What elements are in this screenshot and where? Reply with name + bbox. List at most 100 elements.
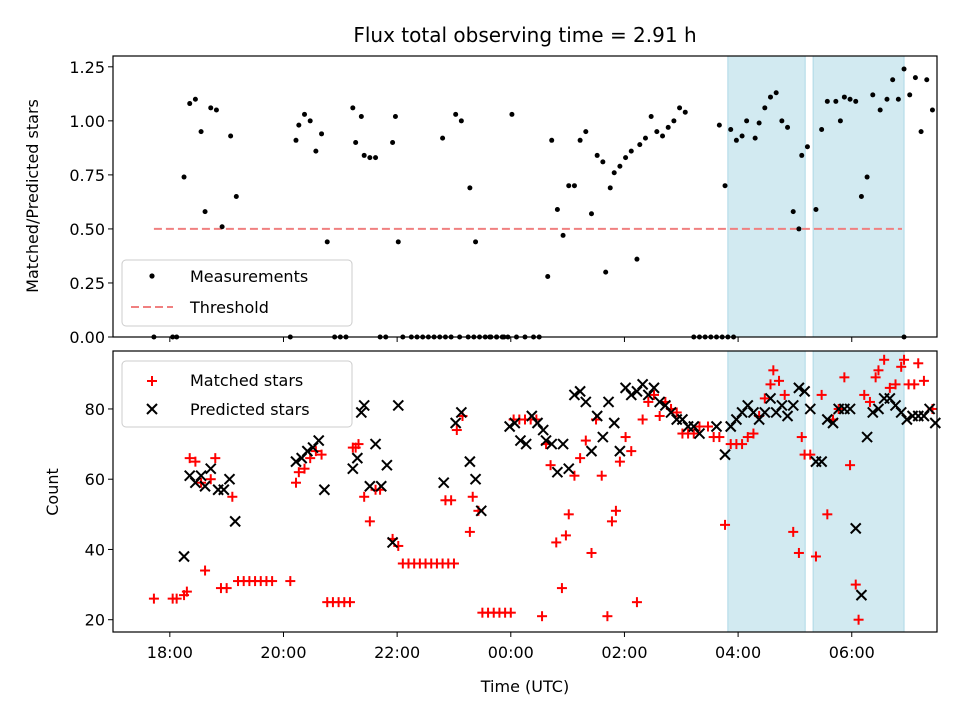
top-ylabel: Matched/Predicted stars xyxy=(23,99,42,293)
measurement-point xyxy=(634,256,640,262)
measurement-point xyxy=(228,133,234,139)
measurement-point xyxy=(677,105,683,111)
measurement-point xyxy=(440,135,446,141)
matched-star-point xyxy=(759,393,770,404)
matched-star-point xyxy=(446,495,457,506)
predicted-star-point xyxy=(551,466,564,478)
measurement-point xyxy=(453,111,459,117)
measurement-point xyxy=(373,155,379,161)
matched-star-point xyxy=(688,428,699,439)
matched-star-point xyxy=(648,389,659,400)
matched-star-point xyxy=(464,526,475,537)
matched-star-point xyxy=(626,446,637,457)
measurement-point xyxy=(819,126,825,132)
matched-star-point xyxy=(467,491,478,502)
x-tick-label: 22:00 xyxy=(374,643,420,662)
measurement-point xyxy=(841,94,847,100)
predicted-star-point xyxy=(625,389,637,401)
predicted-star-point xyxy=(608,417,620,429)
measurement-point xyxy=(583,129,589,135)
matched-star-point xyxy=(714,432,725,443)
matched-star-point xyxy=(569,470,580,481)
measurement-point xyxy=(929,107,935,113)
matched-star-point xyxy=(596,470,607,481)
measurement-point xyxy=(560,232,566,238)
predicted-star-point xyxy=(464,455,476,468)
matched-star-point xyxy=(184,453,195,464)
predicted-star-point xyxy=(318,484,331,496)
measurement-point xyxy=(571,183,577,189)
predicted-star-point xyxy=(597,431,609,443)
y-tick-label: 60 xyxy=(85,470,105,489)
predicted-star-point xyxy=(301,445,314,457)
measurement-point xyxy=(395,239,401,245)
x-tick-label: 06:00 xyxy=(829,643,875,662)
matched-star-point xyxy=(221,583,232,594)
matched-star-point xyxy=(267,576,278,587)
legend-matched-label: Matched stars xyxy=(190,371,303,390)
matched-star-point xyxy=(563,509,574,520)
measurement-point xyxy=(912,75,918,81)
legend-threshold-label: Threshold xyxy=(189,298,269,317)
matched-star-point xyxy=(614,456,625,467)
legend-measurements-marker xyxy=(149,273,155,279)
predicted-star-point xyxy=(764,392,777,405)
predicted-star-point xyxy=(386,536,399,549)
matched-star-point xyxy=(290,477,301,488)
matched-star-point xyxy=(227,491,238,502)
matched-star-point xyxy=(631,597,642,608)
measurement-point xyxy=(907,92,913,98)
matched-star-point xyxy=(148,593,159,604)
measurement-point xyxy=(833,98,839,104)
matched-star-point xyxy=(556,583,567,594)
predicted-star-point xyxy=(546,438,558,450)
matched-star-point xyxy=(890,379,901,390)
matched-star-point xyxy=(299,463,310,474)
measurement-point xyxy=(545,273,551,279)
measurement-point xyxy=(767,94,773,100)
matched-star-point xyxy=(359,491,370,502)
predicted-star-point xyxy=(574,385,586,398)
highlight-span xyxy=(812,350,905,633)
matched-star-point xyxy=(353,439,364,450)
predicted-star-point xyxy=(636,378,649,391)
measurement-point xyxy=(390,139,396,145)
y-tick-label: 0.75 xyxy=(69,166,105,185)
predicted-star-point xyxy=(815,455,828,468)
predicted-star-point xyxy=(537,424,549,436)
bottom-panel-frame xyxy=(112,350,938,633)
y-tick-label: 0.25 xyxy=(69,274,105,293)
y-tick-label: 1.00 xyxy=(69,112,105,131)
measurement-point xyxy=(648,114,654,120)
predicted-star-point xyxy=(455,406,468,419)
matched-star-point xyxy=(859,389,870,400)
measurement-point xyxy=(319,131,325,137)
predicted-star-point xyxy=(591,410,603,422)
matched-star-point xyxy=(671,407,682,418)
matched-star-point xyxy=(748,428,759,439)
predicted-star-point xyxy=(509,417,521,429)
matched-star-point xyxy=(839,372,850,383)
measurement-point xyxy=(870,92,876,98)
matched-star-point xyxy=(884,382,895,393)
predicted-star-point xyxy=(804,403,816,415)
measurement-point xyxy=(884,96,890,102)
measurement-point xyxy=(918,129,924,135)
x-tick-label: 00:00 xyxy=(488,643,534,662)
predicted-star-point xyxy=(855,589,868,601)
measurement-point xyxy=(739,133,745,139)
x-tick-label: 02:00 xyxy=(601,643,647,662)
x-tick-label: 20:00 xyxy=(260,643,306,662)
matched-star-point xyxy=(451,425,462,436)
measurement-point xyxy=(847,96,853,102)
matched-star-point xyxy=(602,611,613,622)
predicted-star-point xyxy=(313,434,325,447)
y-tick-label: 40 xyxy=(85,540,105,559)
measurement-point xyxy=(202,209,208,215)
matched-star-point xyxy=(845,460,856,471)
predicted-star-point xyxy=(381,459,393,471)
predicted-star-point xyxy=(540,434,552,447)
legend-matched-marker xyxy=(147,376,157,386)
measurement-point xyxy=(361,152,367,158)
matched-star-point xyxy=(899,354,910,365)
